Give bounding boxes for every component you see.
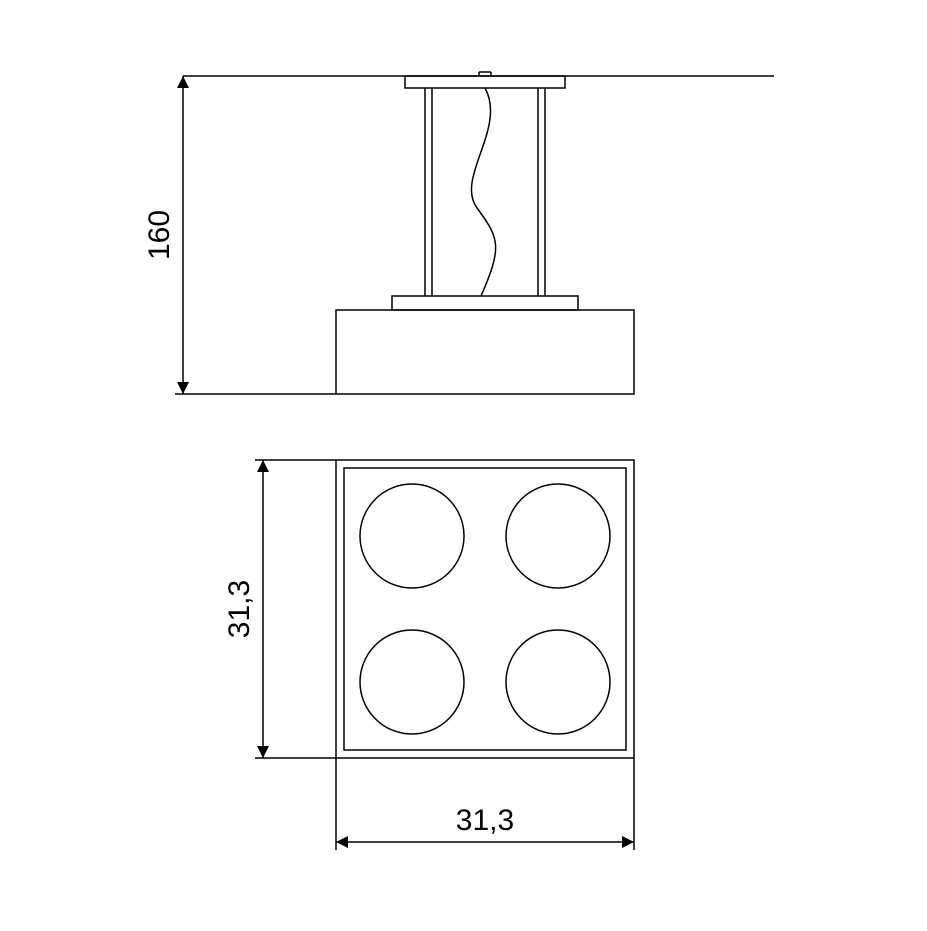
canopy bbox=[405, 76, 565, 88]
lamp-circle bbox=[360, 484, 464, 588]
fixture-body-side bbox=[336, 310, 634, 394]
technical-drawing: 160 31,3 31,3 bbox=[0, 0, 927, 931]
base-plate bbox=[392, 296, 578, 310]
lamp-circle bbox=[360, 630, 464, 734]
fixture-body-plan-inner bbox=[344, 468, 626, 750]
dim-label-width: 31,3 bbox=[456, 804, 514, 837]
dim-label-depth: 31,3 bbox=[223, 580, 256, 638]
lamp-circle bbox=[506, 630, 610, 734]
fixture-body-plan-outer bbox=[336, 460, 634, 758]
dim-label-160: 160 bbox=[143, 210, 176, 260]
cable bbox=[471, 88, 495, 296]
lamp-circle bbox=[506, 484, 610, 588]
